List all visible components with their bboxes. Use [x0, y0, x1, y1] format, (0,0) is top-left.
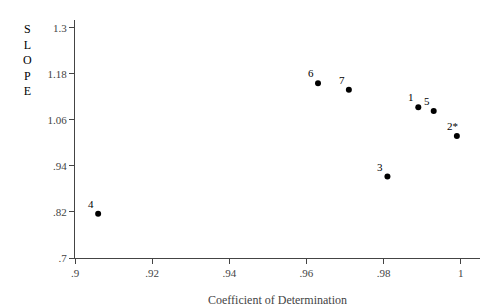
svg-text:.96: .96: [300, 267, 314, 279]
svg-text:.94: .94: [222, 267, 236, 279]
svg-text:1.3: 1.3: [53, 22, 67, 34]
svg-text:2*: 2*: [447, 120, 458, 132]
svg-text:.92: .92: [145, 267, 159, 279]
svg-text:1.06: 1.06: [48, 114, 68, 126]
svg-text:4: 4: [88, 198, 94, 210]
svg-text:.7: .7: [59, 252, 68, 264]
svg-text:1.18: 1.18: [48, 68, 68, 80]
svg-text:7: 7: [339, 74, 345, 86]
svg-text:1: 1: [458, 267, 464, 279]
svg-text:SLOPE: SLOPE: [23, 22, 32, 98]
svg-text:Coefficient of Determination: Coefficient of Determination: [208, 293, 347, 307]
svg-text:.94: .94: [53, 160, 67, 172]
svg-text:.98: .98: [377, 267, 391, 279]
svg-text:6: 6: [308, 67, 314, 79]
svg-text:3: 3: [377, 161, 383, 173]
svg-text:1: 1: [408, 91, 414, 103]
svg-text:.9: .9: [71, 267, 80, 279]
svg-text:.82: .82: [53, 206, 67, 218]
svg-text:5: 5: [424, 95, 430, 107]
